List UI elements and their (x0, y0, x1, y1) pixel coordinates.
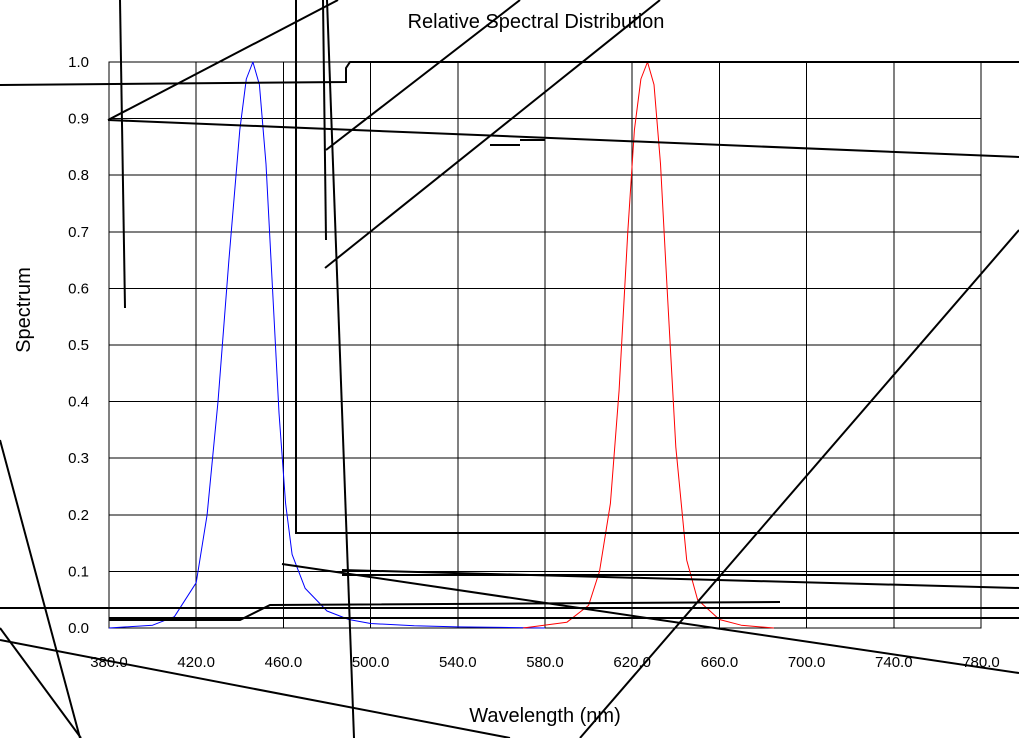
x-tick-label: 420.0 (177, 654, 215, 671)
y-tick-label: 0.3 (68, 450, 89, 467)
y-tick-label: 0.5 (68, 337, 89, 354)
y-tick-label: 0.0 (68, 620, 89, 637)
x-tick-label: 500.0 (352, 654, 390, 671)
x-tick-label: 580.0 (526, 654, 564, 671)
y-tick-label: 0.6 (68, 280, 89, 297)
x-tick-label: 660.0 (701, 654, 739, 671)
y-tick-label: 1.0 (68, 54, 89, 71)
x-tick-labels: 380.0 420.0 460.0 500.0 540.0 580.0 620.0 660.0… (90, 654, 1000, 671)
chart-title: Relative Spectral Distribution (408, 11, 665, 33)
x-tick-label: 460.0 (265, 654, 303, 671)
y-tick-label: 0.2 (68, 507, 89, 524)
y-axis-label: Spectrum (13, 267, 35, 353)
y-tick-label: 0.4 (68, 394, 89, 411)
y-tick-label: 0.9 (68, 111, 89, 128)
y-tick-label: 0.8 (68, 167, 89, 184)
x-tick-label: 700.0 (788, 654, 826, 671)
x-tick-label: 540.0 (439, 654, 477, 671)
grid (109, 62, 981, 628)
y-tick-label: 0.1 (68, 563, 89, 580)
y-tick-label: 0.7 (68, 224, 89, 241)
y-tick-labels: 0.0 0.1 0.2 0.3 0.4 0.5 0.6 0.7 0.8 0.9 1.0 (68, 54, 89, 637)
